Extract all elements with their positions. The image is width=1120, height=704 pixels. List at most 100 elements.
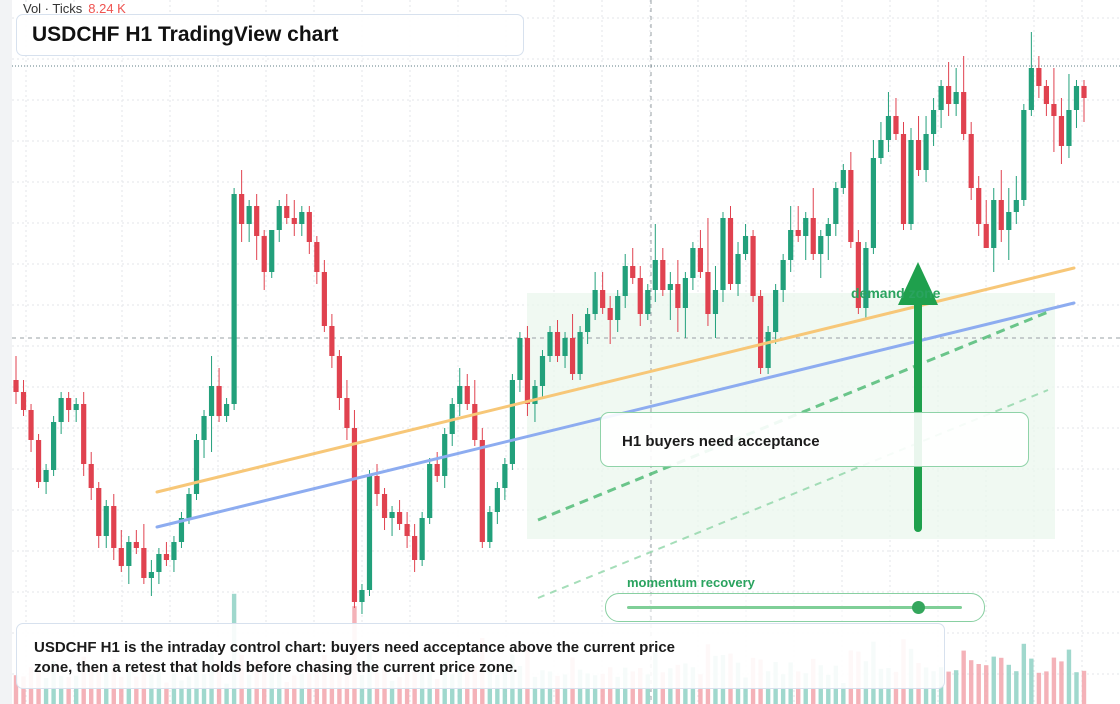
candle — [389, 506, 395, 536]
candle — [667, 272, 673, 320]
candle — [585, 308, 591, 344]
candle — [539, 350, 546, 398]
volume-bar — [201, 674, 207, 704]
candle — [773, 284, 779, 344]
candle-body — [577, 332, 583, 374]
volume-ticks-text: Vol · Ticks — [23, 1, 83, 16]
candle-body — [291, 218, 297, 224]
candle — [276, 200, 282, 242]
candle-body — [141, 548, 147, 578]
candle-body — [660, 260, 666, 290]
candle — [863, 242, 869, 320]
candle — [998, 170, 1004, 242]
volume-bar — [946, 671, 951, 704]
candle — [946, 62, 952, 116]
candle-body — [524, 338, 531, 404]
candle — [434, 452, 440, 482]
candle-body — [329, 326, 335, 356]
candle-body — [366, 476, 373, 590]
candle — [810, 188, 816, 260]
candle — [118, 530, 124, 572]
demand-zone-label: demand zone — [851, 285, 941, 301]
candle-body — [712, 290, 719, 314]
candle-body — [381, 494, 388, 518]
candle — [645, 284, 651, 320]
candle-body — [126, 542, 132, 566]
candle-body — [66, 398, 72, 410]
candle-body — [1013, 200, 1019, 212]
candle — [554, 320, 561, 362]
volume-bar — [179, 680, 184, 704]
candle-body — [803, 218, 809, 236]
candle-body — [111, 506, 117, 548]
candle-body — [757, 296, 764, 368]
volume-bar — [149, 674, 154, 704]
candle — [261, 230, 267, 290]
candle-body — [600, 290, 606, 308]
volume-bar — [66, 677, 71, 704]
volume-bar — [495, 674, 500, 704]
candle — [502, 458, 508, 500]
candle-body — [893, 116, 899, 134]
volume-bar — [976, 664, 981, 704]
candle-body — [961, 92, 967, 134]
candle — [306, 206, 312, 254]
volume-bar — [1014, 671, 1019, 704]
candle — [156, 548, 162, 584]
candle-body — [13, 380, 19, 392]
candle-body — [727, 218, 734, 284]
candle — [178, 512, 185, 548]
candle-body — [675, 284, 681, 308]
candle-body — [336, 356, 343, 398]
candle-body — [28, 410, 34, 440]
candle-body — [833, 188, 839, 224]
volume-bar — [1066, 649, 1072, 704]
candle-body — [96, 488, 102, 536]
candle — [690, 242, 696, 290]
volume-bar — [698, 674, 703, 704]
candle — [66, 392, 72, 422]
candle-body — [562, 338, 568, 356]
candle-body — [178, 518, 185, 542]
momentum-knob[interactable] — [912, 601, 925, 614]
candle-body — [517, 338, 523, 380]
candle — [28, 404, 34, 452]
candle-body — [1073, 86, 1080, 110]
candle — [908, 128, 914, 230]
candle — [1021, 104, 1027, 206]
volume-bar — [1051, 657, 1057, 704]
candle — [419, 512, 425, 566]
candle-body — [991, 200, 997, 248]
candle-body — [472, 404, 478, 440]
candle-body — [306, 212, 312, 242]
candle-body — [1021, 110, 1027, 200]
candle — [630, 248, 636, 284]
candle — [697, 230, 704, 278]
candle-body — [825, 224, 831, 236]
candle — [58, 392, 64, 434]
volume-bar — [119, 676, 124, 704]
candle — [1073, 80, 1080, 128]
candle-body — [976, 188, 982, 224]
candle — [1013, 176, 1019, 224]
candle — [464, 374, 470, 410]
candle — [870, 140, 877, 254]
candle — [968, 122, 974, 200]
candle — [803, 212, 809, 260]
candle-body — [855, 242, 861, 308]
candle-body — [20, 392, 27, 410]
candle — [712, 266, 719, 338]
candle — [73, 398, 79, 422]
volume-indicator-label[interactable]: Vol · Ticks 8.24 K — [23, 1, 126, 16]
candle-body — [1058, 116, 1065, 146]
candle-body — [569, 338, 576, 374]
candle — [930, 98, 937, 146]
candle — [615, 290, 621, 332]
candle — [720, 212, 726, 302]
candle-body — [900, 134, 907, 224]
candle-body — [412, 536, 418, 560]
candle-body — [118, 548, 124, 566]
candle-body — [254, 206, 260, 236]
candle-body — [261, 236, 267, 272]
volume-bar — [1081, 670, 1087, 704]
